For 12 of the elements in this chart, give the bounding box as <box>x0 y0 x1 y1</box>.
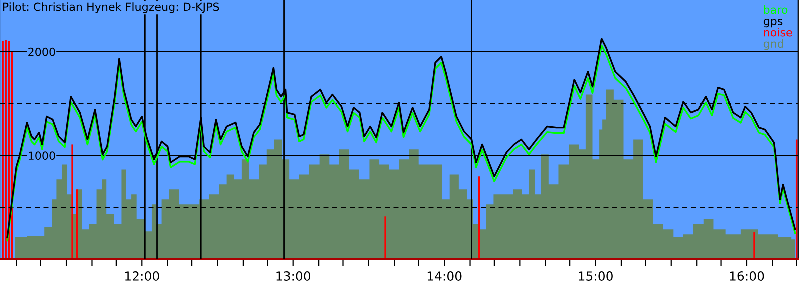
text: baro <box>764 6 788 14</box>
y-tick-label: 1000 <box>29 152 56 160</box>
y-tick-label: 2000 <box>28 48 56 56</box>
x-tick-label: 12:00 <box>126 272 160 281</box>
text: gps <box>764 19 783 28</box>
x-tick-label: 13:00 <box>276 272 311 281</box>
chart-title: Pilot: Christian Hynek Flugzeug: D-KJPS <box>3 2 220 14</box>
x-tick-label: 16:00 <box>730 272 764 281</box>
x-tick-label: 14:00 <box>428 272 462 281</box>
x-tick-label: 15:00 <box>579 272 613 281</box>
text: gnd <box>764 39 784 50</box>
text: noise <box>764 28 792 37</box>
